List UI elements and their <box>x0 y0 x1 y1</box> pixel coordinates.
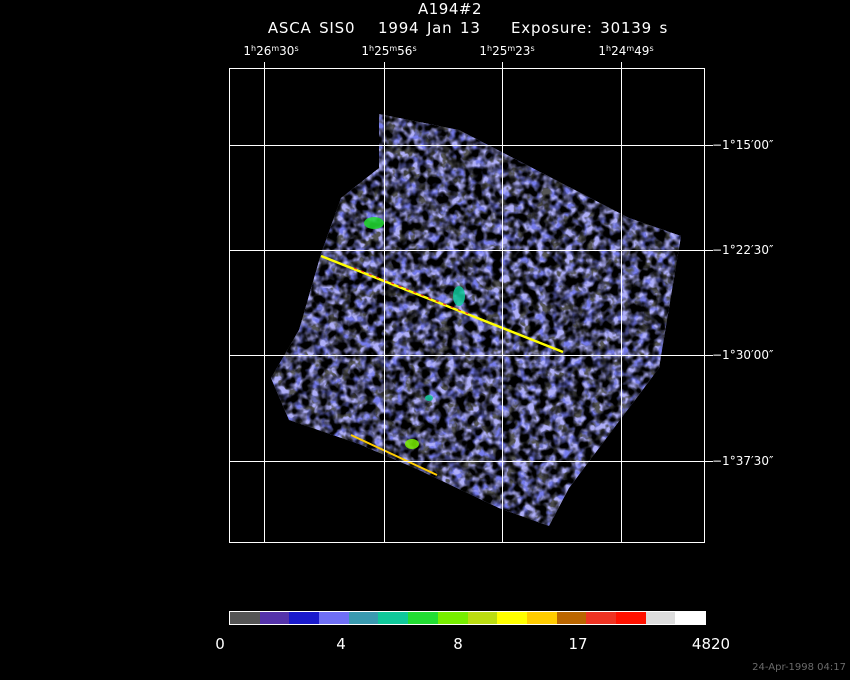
grid-line <box>384 68 385 543</box>
colorbar-swatch <box>675 612 705 624</box>
colorbar-swatch <box>615 612 646 624</box>
colorbar-swatch <box>497 612 527 624</box>
xray-image-canvas <box>271 114 681 526</box>
dec-tick <box>705 461 713 462</box>
grid-line <box>229 250 705 251</box>
colorbar-swatch <box>586 612 616 624</box>
ra-tick <box>621 62 622 68</box>
colorbar <box>229 611 706 625</box>
colorbar-tick-label: 0 <box>215 635 225 653</box>
colorbar-swatch <box>467 612 498 624</box>
dec-label: −1°15′00″ <box>712 138 774 152</box>
colorbar-tick-label: 8 <box>453 635 463 653</box>
grid-line <box>502 68 503 543</box>
ra-tick <box>502 62 503 68</box>
colorbar-swatch <box>348 612 379 624</box>
grid-line <box>229 355 705 356</box>
plot-frame <box>229 68 705 543</box>
dec-tick <box>705 355 713 356</box>
colorbar-swatch <box>645 612 676 624</box>
grid-line <box>621 68 622 543</box>
ra-tick <box>384 62 385 68</box>
dec-label: −1°30′00″ <box>712 348 774 362</box>
image-title: A194#2 <box>417 0 482 18</box>
colorbar-swatch <box>259 612 290 624</box>
image-subtitle: ASCA SIS0 1994 Jan 13 Exposure: 30139 s <box>267 19 669 37</box>
grid-line <box>264 68 265 543</box>
ra-tick <box>264 62 265 68</box>
grid-line <box>229 461 705 462</box>
colorbar-swatch <box>526 612 557 624</box>
dec-label: −1°22′30″ <box>712 243 774 257</box>
colorbar-swatch <box>556 612 587 624</box>
dec-tick <box>705 250 713 251</box>
ra-label: 1h25m23s <box>479 44 535 58</box>
colorbar-tick-label: 17 <box>568 635 588 653</box>
ra-label: 1h24m49s <box>598 44 654 58</box>
timestamp: 24-Apr-1998 04:17 <box>752 662 846 673</box>
grid-line <box>229 145 705 146</box>
colorbar-swatch <box>319 612 349 624</box>
colorbar-swatch <box>378 612 409 624</box>
colorbar-tick-label: 4 <box>336 635 346 653</box>
colorbar-swatch <box>437 612 468 624</box>
colorbar-swatch <box>289 612 320 624</box>
ra-label: 1h26m30s <box>243 44 299 58</box>
ra-label: 1h25m56s <box>361 44 417 58</box>
dec-label: −1°37′30″ <box>712 454 774 468</box>
xray-image <box>229 68 705 543</box>
colorbar-swatch <box>408 612 438 624</box>
colorbar-tick-label: 4820 <box>691 635 731 653</box>
dec-tick <box>705 145 713 146</box>
colorbar-swatch <box>230 612 260 624</box>
